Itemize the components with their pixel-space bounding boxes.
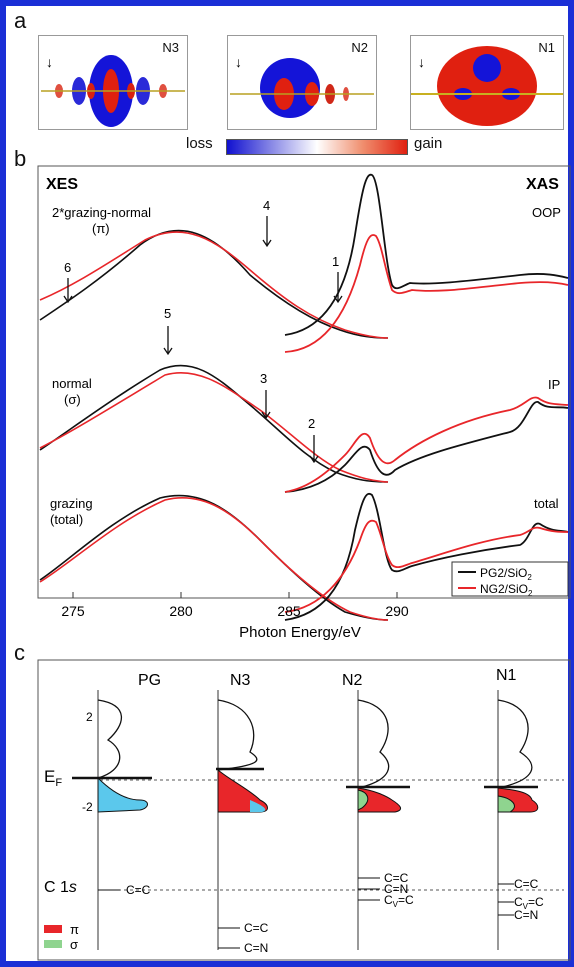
peak-1-arrow-icon [333, 272, 343, 304]
n1-dos-curve [497, 699, 533, 789]
map-n1-title: N1 [538, 40, 555, 55]
peak-5-label: 5 [164, 306, 171, 321]
xtick-label-275: 275 [61, 603, 85, 619]
map-n1: N1 ↓ [410, 35, 564, 130]
n2-level-cvc-label: CV=C [384, 893, 414, 909]
row3-right-label: total [534, 496, 559, 511]
n1-level-cvc-label: CV=C [514, 895, 544, 911]
xtick-label-280: 280 [169, 603, 193, 619]
n1-level-cc-label: C=C [514, 877, 539, 891]
peak-3-label: 3 [260, 371, 267, 386]
n2-level-cn-label: C=N [384, 882, 408, 896]
legend-pi-label: π [70, 922, 79, 937]
col-n2-title: N2 [342, 672, 363, 689]
n2-dos-curve [357, 699, 390, 789]
row2-sublabel: (σ) [64, 392, 81, 407]
peak-2-label: 2 [308, 416, 315, 431]
ytick-minus2: -2 [82, 800, 93, 814]
xas-title: XAS [526, 176, 559, 193]
peak-3-arrow-icon [261, 390, 271, 420]
panel-c-box [37, 659, 571, 961]
arrow-down-icon: ↓ [46, 54, 53, 70]
xtick-label-290: 290 [385, 603, 409, 619]
series-ng-xas-ip [284, 396, 569, 493]
row3-sublabel: (total) [50, 512, 83, 527]
row2-label: normal [52, 376, 92, 391]
legend-ng-label: NG2/SiO2 [480, 582, 533, 598]
c1s-label: C 1s [44, 879, 77, 896]
panel-b-label: b [14, 146, 27, 171]
n1-sigma-fill [497, 795, 515, 813]
legend-pg-label: PG2/SiO2 [480, 566, 532, 582]
map-n2-title: N2 [351, 40, 368, 55]
map-n2: N2 ↓ [227, 35, 377, 130]
peak-6-label: 6 [64, 260, 71, 275]
series-pg-xes-pi [39, 229, 389, 339]
col-n3-title: N3 [230, 672, 251, 689]
x-axis-label: Photon Energy/eV [239, 624, 361, 641]
row1-label: 2*grazing-normal [52, 205, 151, 220]
series-ng-xes-total [39, 496, 389, 621]
map-n2-image [230, 58, 374, 118]
ef-label: EF [44, 767, 62, 789]
map-n3-title: N3 [162, 40, 179, 55]
series-pg-xas-oop [284, 173, 569, 336]
n3-sigma-fill [250, 800, 266, 812]
series-ng-xas-oop [284, 234, 569, 353]
xes-title: XES [46, 176, 78, 193]
legend-sigma-label: σ [70, 937, 78, 952]
plot-area [37, 165, 571, 599]
legend-sigma-swatch [44, 940, 62, 948]
n2-level-cc-label: C=C [384, 871, 409, 885]
panel-a-label: a [14, 8, 27, 33]
map-n1-image [411, 46, 563, 126]
peak-2-arrow-icon [309, 435, 319, 464]
map-n3-image [41, 55, 185, 127]
peak-4-arrow-icon [262, 216, 272, 248]
peak-5-arrow-icon [163, 326, 173, 356]
xtick-label-285: 285 [277, 603, 301, 619]
peak-1-label: 1 [332, 254, 339, 269]
map-n3: N3 ↓ [38, 35, 188, 130]
n3-level-cn-label: C=N [244, 941, 268, 955]
n3-level-cc-label: C=C [244, 921, 269, 935]
row1-right-label: OOP [532, 205, 561, 220]
series-ng-xes-pi [39, 231, 389, 339]
series-pg-xas-ip [284, 401, 569, 493]
series-pg-xas-total [284, 492, 569, 621]
n1-level-cn-label: C=N [514, 908, 538, 922]
n2-sigma-fill [357, 789, 369, 811]
arrow-down-icon: ↓ [235, 54, 242, 70]
series-ng-xas-total [284, 519, 569, 613]
series-ng-xes-sigma [39, 371, 389, 483]
pg-level-cc-label: C=C [126, 883, 151, 897]
peak-4-label: 4 [263, 198, 270, 213]
pg-sigma-fill [97, 776, 148, 813]
colorbar [226, 139, 408, 155]
legend-box [451, 561, 569, 597]
legend-pi-swatch [44, 925, 62, 933]
arrow-down-icon: ↓ [418, 54, 425, 70]
col-pg-title: PG [138, 672, 161, 689]
row3-label: grazing [50, 496, 93, 511]
colorbar-loss-label: loss [186, 135, 213, 152]
colorbar-gain-label: gain [414, 135, 443, 152]
row1-sublabel: (π) [92, 221, 110, 236]
col-n1-title: N1 [496, 667, 517, 684]
panel-c-label: c [14, 640, 25, 665]
pg-dos-curve [97, 699, 123, 779]
peak-6-arrow-icon [63, 278, 73, 304]
row2-right-label: IP [548, 377, 560, 392]
n2-pi-fill [357, 787, 402, 813]
n3-dos-curve [217, 699, 258, 771]
ytick-2: 2 [86, 710, 93, 724]
